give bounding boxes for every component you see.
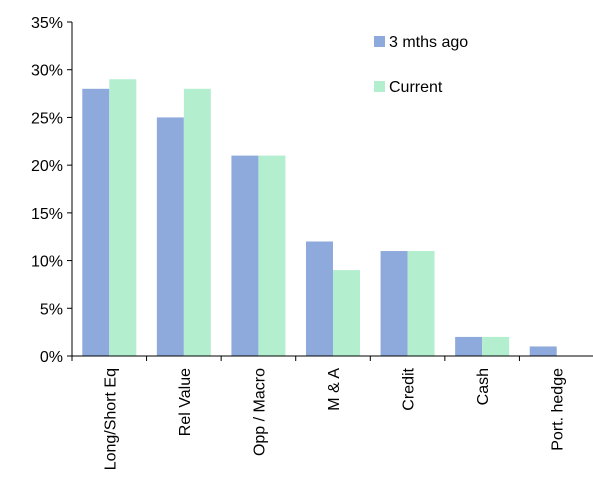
y-tick-label: 35% [31, 15, 63, 32]
bar-current [333, 270, 360, 356]
legend-label: 3 mths ago [389, 34, 468, 51]
bar-current [258, 155, 286, 356]
x-tick-label: Port. hedge [550, 368, 567, 451]
axes-layer [71, 22, 593, 357]
y-axis-ticks: 0% 5% 10% 15% 20% 25% 30% 35% [31, 15, 72, 366]
bar-three-months-ago [156, 117, 184, 356]
x-tick-label: Credit [401, 367, 418, 410]
bar-three-months-ago [455, 336, 483, 356]
bar-three-months-ago [231, 155, 259, 356]
bar-three-months-ago [529, 346, 557, 356]
y-tick-label: 25% [31, 110, 63, 127]
y-tick-label: 10% [31, 254, 63, 271]
x-axis-ticks: Long/Short Eq Rel Value Opp / Macro M & A Cr… [71, 356, 567, 470]
y-tick-label: 20% [31, 158, 63, 175]
legend-swatch [374, 36, 385, 47]
x-tick-label: M & A [326, 368, 343, 411]
bar-three-months-ago [82, 88, 110, 357]
bar-three-months-ago [306, 241, 333, 356]
y-tick-label: 30% [31, 63, 63, 80]
bars-layer [82, 79, 557, 357]
x-tick-label: Rel Value [177, 368, 194, 436]
bar-current [109, 79, 137, 356]
bar-current [407, 251, 435, 356]
x-tick-label: Cash [475, 368, 492, 405]
legend-swatch [374, 81, 385, 92]
x-tick-label: Long/Short Eq [102, 368, 119, 470]
y-tick-label: 5% [40, 301, 63, 318]
legend-label: Current [389, 79, 443, 96]
y-tick-label: 0% [40, 349, 63, 366]
bar-three-months-ago [380, 251, 408, 356]
x-tick-label: Opp / Macro [251, 368, 268, 456]
y-tick-label: 15% [31, 206, 63, 223]
bar-current [183, 88, 211, 357]
bar-current [482, 336, 510, 356]
legend: 3 mths ago Current [374, 34, 468, 96]
